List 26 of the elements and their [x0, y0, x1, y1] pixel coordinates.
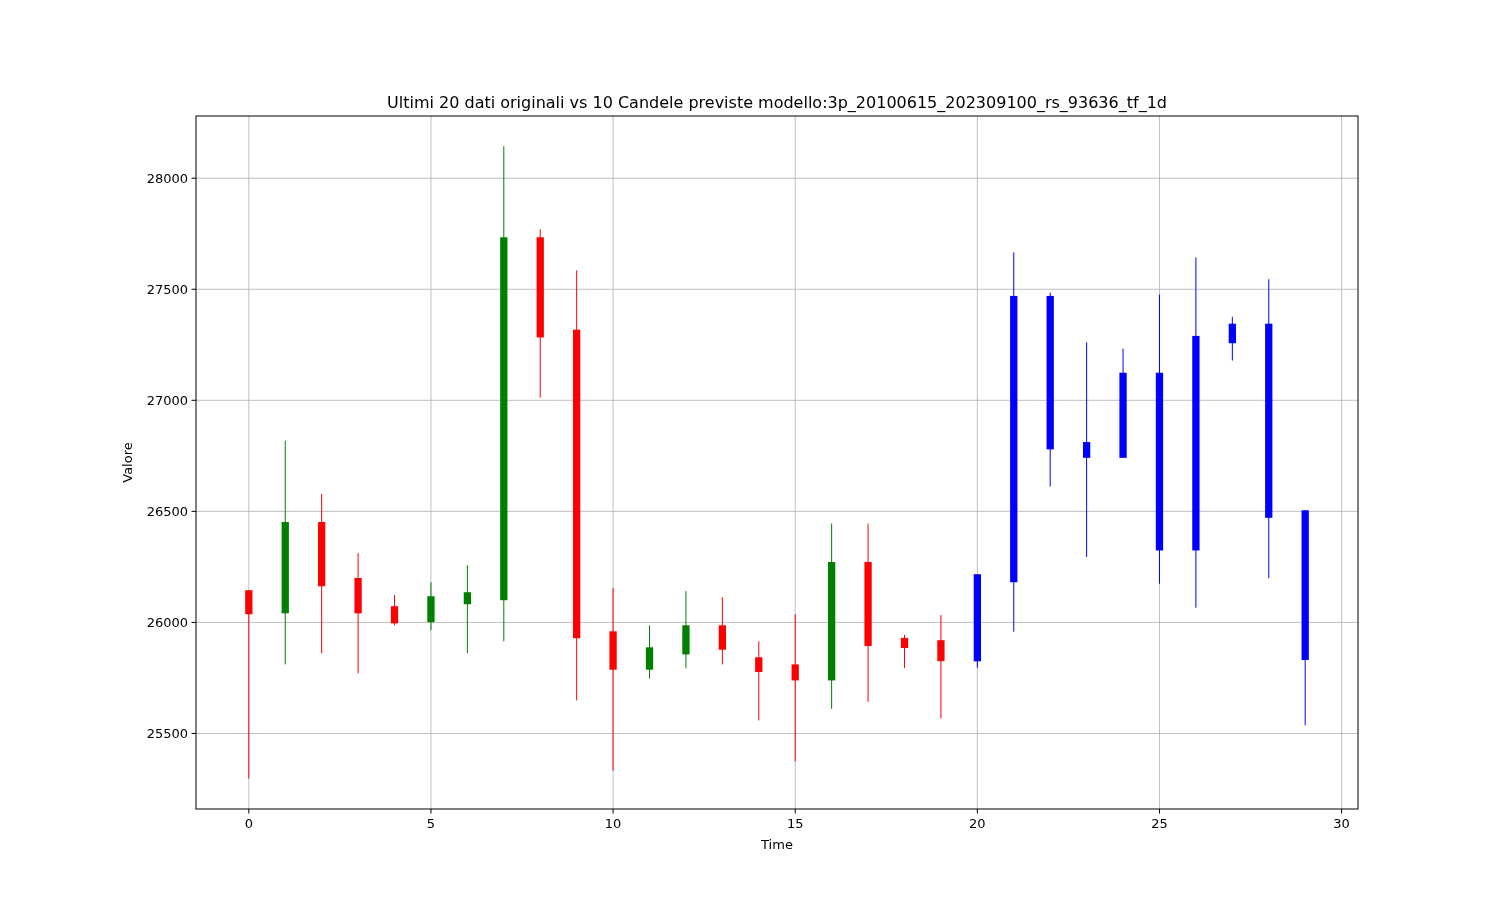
- candlestick: [937, 614, 945, 719]
- chart-title: Ultimi 20 dati originali vs 10 Candele previste modello:3p_20100615_202309100_rs_93636_tf_1d: [387, 93, 1167, 113]
- x-tick-label: 10: [604, 816, 622, 831]
- x-tick-label: 0: [244, 816, 253, 831]
- x-tick-label: 30: [1333, 816, 1350, 831]
- x-tick-label: 25: [1151, 816, 1168, 831]
- candlestick: [1228, 316, 1236, 362]
- x-tick-label: 5: [426, 816, 436, 831]
- candlestick: [463, 564, 472, 654]
- y-tick-label: 27500: [146, 281, 188, 297]
- y-axis-title: Valore: [120, 442, 135, 483]
- candlestick: [791, 613, 799, 762]
- candlestick: [645, 624, 654, 679]
- y-tick-label: 25500: [146, 726, 188, 742]
- x-tick-label: 15: [786, 816, 804, 831]
- x-axis-title: Time: [760, 837, 793, 852]
- candlestick: [1082, 341, 1091, 558]
- candlestick: [900, 634, 909, 669]
- candlestick: [245, 589, 253, 780]
- y-tick-label: 26000: [146, 614, 188, 630]
- y-tick-label: 27000: [146, 392, 188, 408]
- y-tick-label: 26500: [146, 503, 188, 519]
- y-tick-label: 28000: [146, 170, 188, 186]
- candlestick: [390, 594, 399, 626]
- x-tick-label: 20: [969, 816, 986, 831]
- candlestick: [755, 640, 763, 721]
